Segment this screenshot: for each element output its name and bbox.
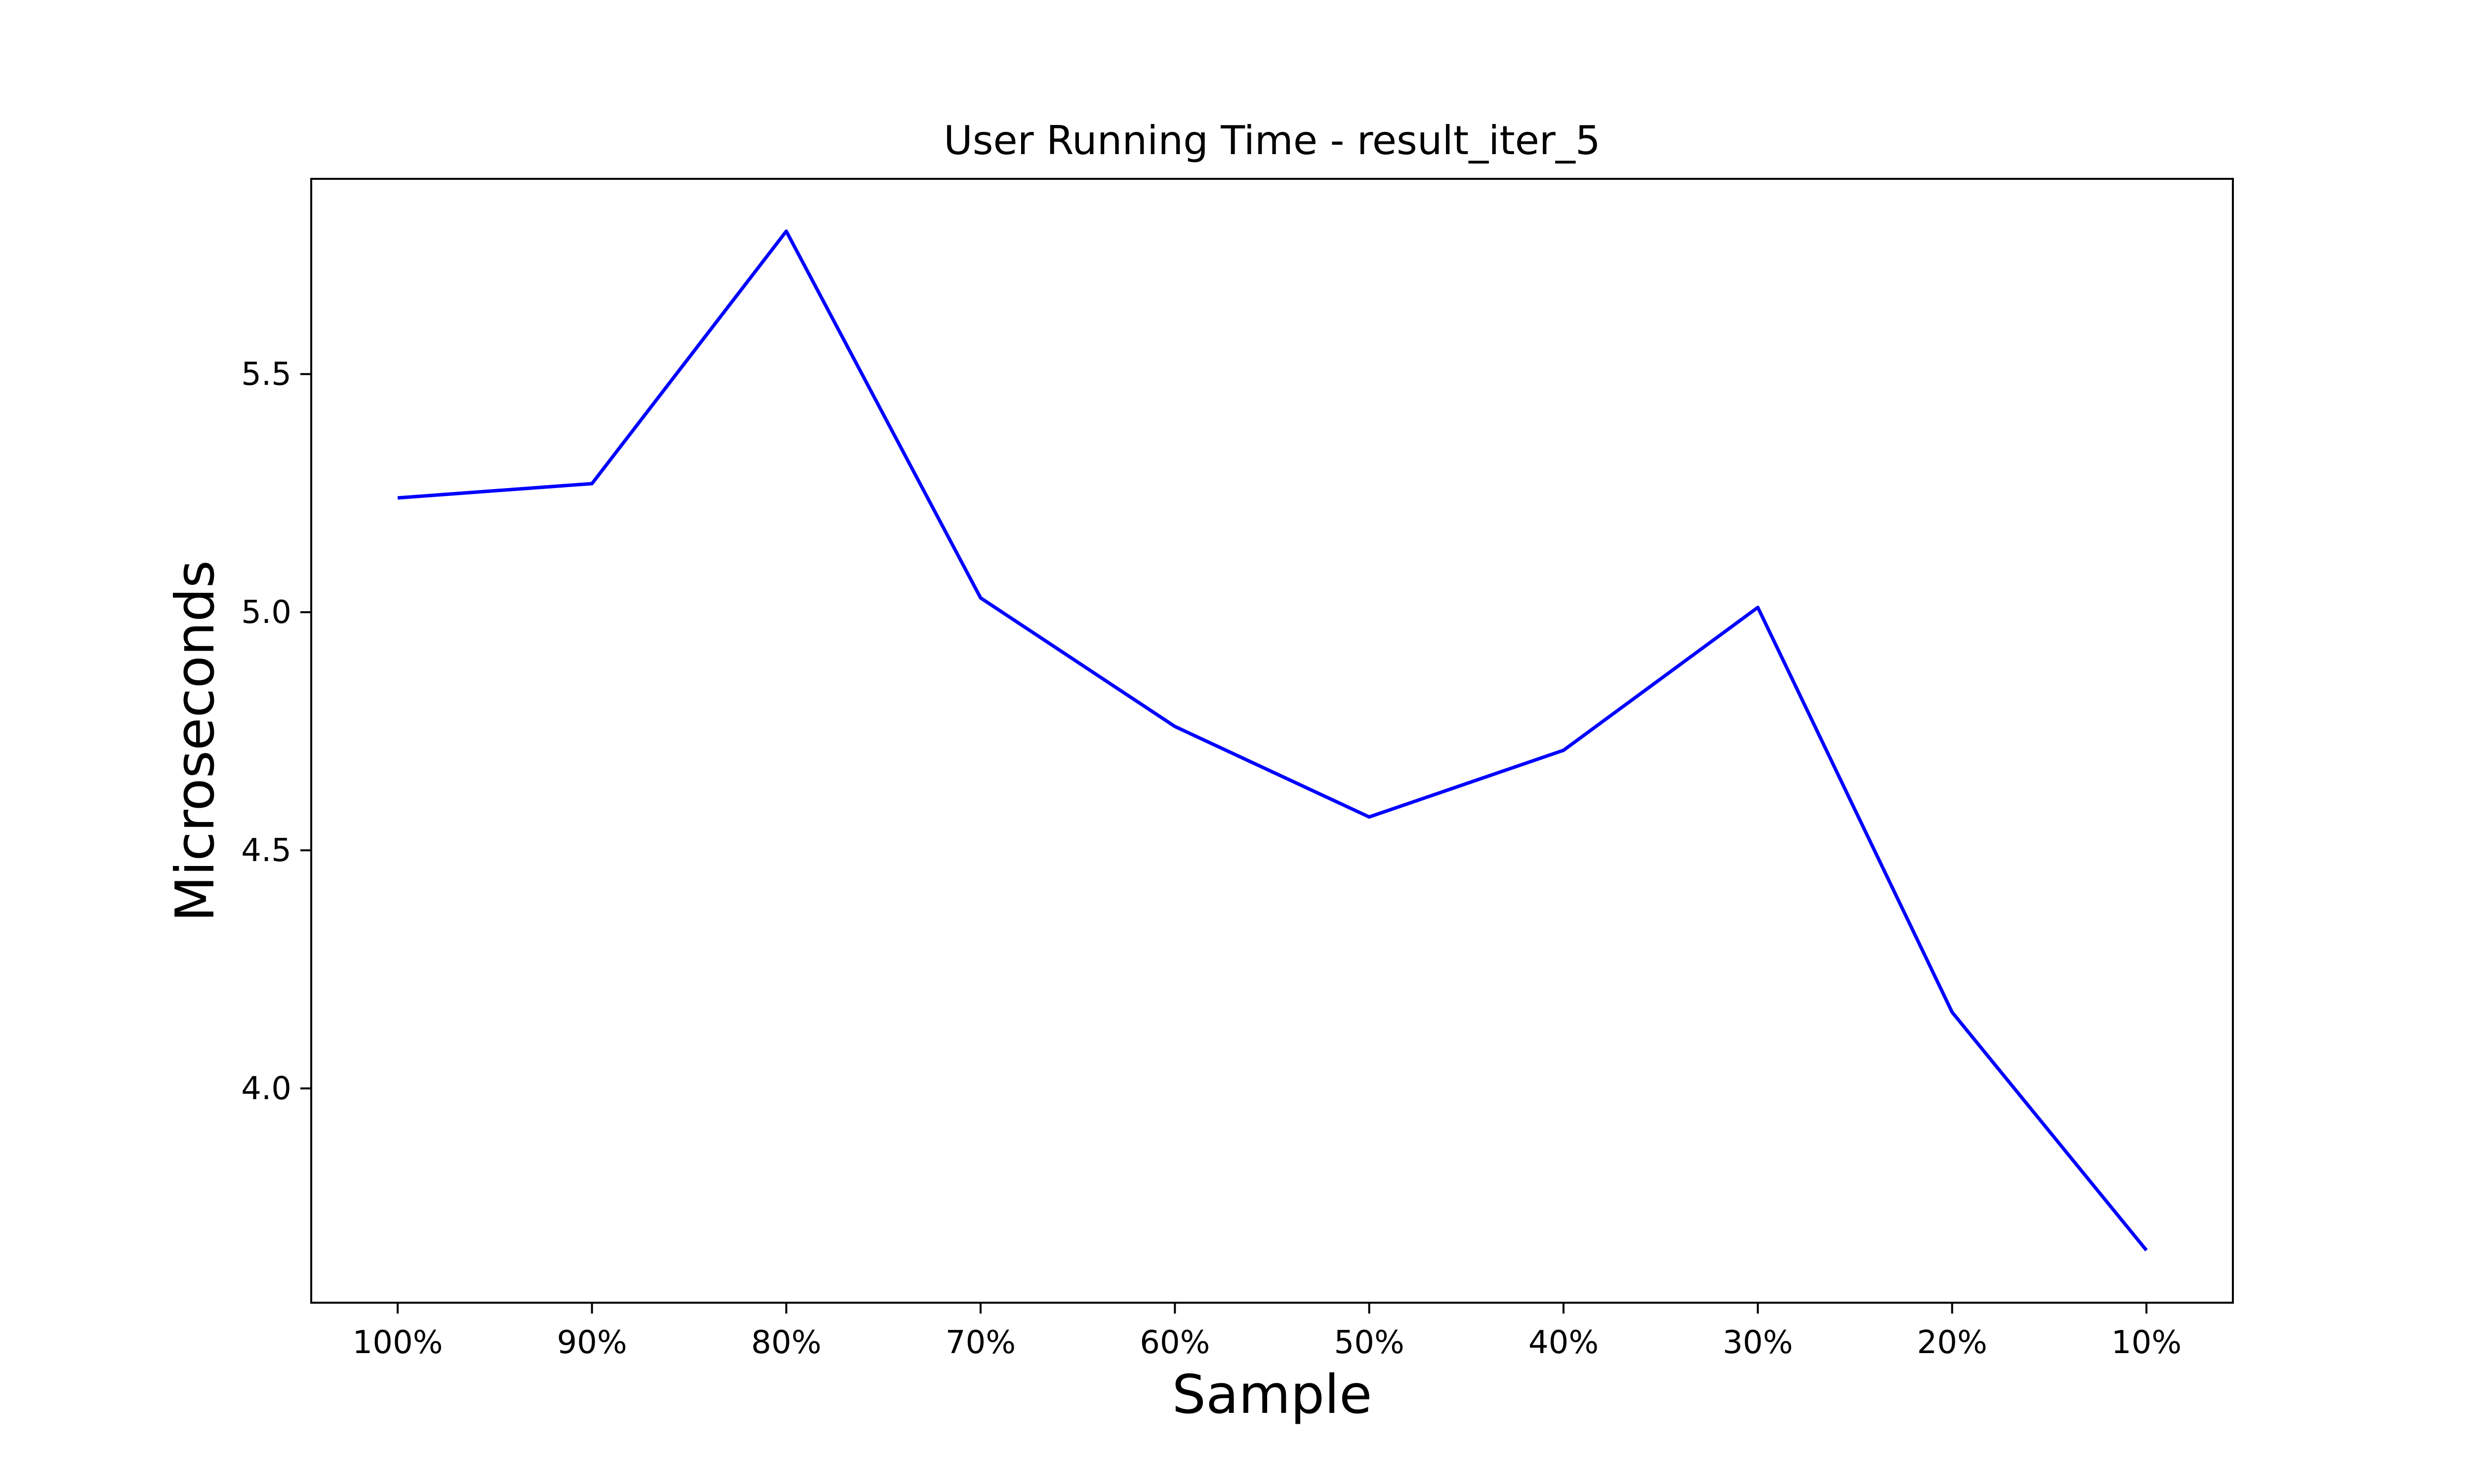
x-tick-label: 50% xyxy=(1334,1324,1404,1361)
y-axis-ticks: 4.0 4.5 5.0 5.5 xyxy=(241,356,311,1107)
y-tick-label: 5.5 xyxy=(241,356,291,393)
x-axis-ticks: 100% 90% 80% 70% 60% 50% 40% 30% 20% 10% xyxy=(353,1303,2182,1361)
x-tick-label: 40% xyxy=(1528,1324,1599,1361)
x-tick-label: 30% xyxy=(1723,1324,1793,1361)
y-tick-label: 5.0 xyxy=(241,594,291,631)
y-tick-label: 4.5 xyxy=(241,832,291,869)
x-tick-label: 10% xyxy=(2111,1324,2182,1361)
chart-title: User Running Time - result_iter_5 xyxy=(944,118,1600,164)
x-tick-label: 20% xyxy=(1917,1324,1987,1361)
x-tick-label: 70% xyxy=(946,1324,1016,1361)
x-tick-label: 100% xyxy=(353,1324,443,1361)
x-tick-label: 60% xyxy=(1140,1324,1210,1361)
series-lines xyxy=(398,231,2146,1250)
x-tick-label: 80% xyxy=(751,1324,822,1361)
series-line xyxy=(398,231,2146,1250)
x-tick-label: 90% xyxy=(557,1324,627,1361)
x-axis-label: Sample xyxy=(1172,1364,1372,1426)
y-axis-label: Microseconds xyxy=(165,560,226,922)
plot-area-frame xyxy=(311,179,2233,1303)
y-tick-label: 4.0 xyxy=(241,1071,291,1107)
